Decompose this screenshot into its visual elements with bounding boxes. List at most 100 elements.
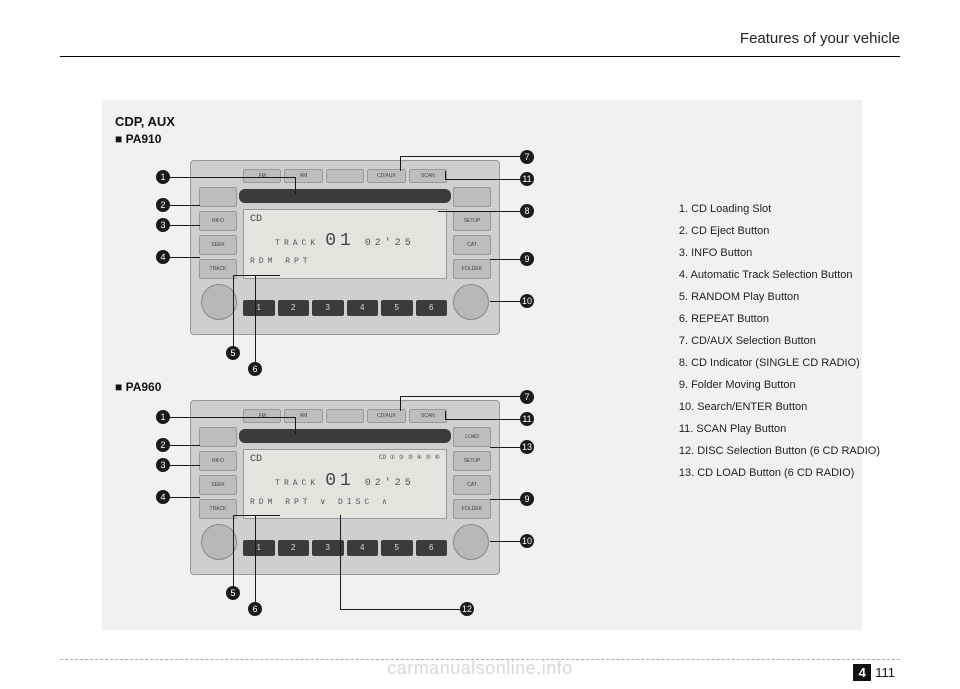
- track-button: TRACK: [199, 259, 237, 279]
- lead: [400, 396, 520, 397]
- callout-1b: 1: [156, 410, 170, 424]
- cat-button: CAT: [453, 475, 491, 495]
- legend-item-4: 4. Automatic Track Selection Button: [679, 264, 880, 286]
- fm-button: FM: [243, 409, 281, 423]
- legend-item-12: 12. DISC Selection Button (6 CD RADIO): [679, 440, 880, 462]
- legend-item-13: 13. CD LOAD Button (6 CD RADIO): [679, 462, 880, 484]
- lcd-mode: CD: [250, 454, 262, 465]
- cdaux-button: CD/AUX: [367, 409, 405, 423]
- preset-3: 3: [312, 540, 344, 556]
- eject-button: [199, 187, 237, 207]
- preset-1: 1: [243, 540, 275, 556]
- lead: [295, 177, 296, 194]
- callout-8: 8: [520, 204, 534, 218]
- lead: [400, 156, 520, 157]
- lead: [170, 225, 200, 226]
- lead: [233, 275, 234, 347]
- preset-6: 6: [416, 300, 448, 316]
- manual-page: Features of your vehicle CDP, AUX ■ PA91…: [0, 0, 960, 689]
- lcd-main-row: TRACK0102'25: [250, 471, 440, 491]
- power-volume-knob: [201, 524, 237, 560]
- lead: [255, 275, 256, 363]
- lead: [445, 171, 446, 179]
- callout-7b: 7: [520, 390, 534, 404]
- page-number: 4 111: [853, 664, 895, 681]
- page-header-title: Features of your vehicle: [740, 30, 900, 47]
- lead: [400, 156, 401, 171]
- preset-1: 1: [243, 300, 275, 316]
- right-blank-button: [453, 187, 491, 207]
- setup-button: SETUP: [453, 211, 491, 231]
- lcd-top-row: CD: [250, 214, 440, 225]
- lead: [445, 179, 521, 180]
- left-button-col: INFO SEEK TRACK: [199, 187, 237, 279]
- lead: [255, 515, 280, 516]
- callout-5b: 5: [226, 586, 240, 600]
- page-number-text: 111: [875, 665, 895, 680]
- watermark-text: carmanualsonline.info: [0, 658, 960, 679]
- callout-13: 13: [520, 440, 534, 454]
- legend-item-3: 3. INFO Button: [679, 242, 880, 264]
- eject-button: [199, 427, 237, 447]
- lead: [445, 419, 521, 420]
- header-rule: Features of your vehicle: [60, 30, 900, 57]
- top-button-row: FM AM CD/AUX SCAN: [243, 169, 447, 183]
- legend-item-11: 11. SCAN Play Button: [679, 418, 880, 440]
- seek-button: SEEK: [199, 475, 237, 495]
- lcd-bottom-row: RDM RPT ∨ DISC ∧: [250, 497, 440, 507]
- callout-6b: 6: [248, 602, 262, 616]
- lead: [490, 301, 520, 302]
- legend-item-6: 6. REPEAT Button: [679, 308, 880, 330]
- callout-3: 3: [156, 218, 170, 232]
- cat-button: CAT: [453, 235, 491, 255]
- enter-tune-knob: [453, 284, 489, 320]
- callout-11: 11: [520, 172, 534, 186]
- lcd-bottom-row: RDM RPT: [250, 257, 440, 266]
- lead: [438, 211, 520, 212]
- lead: [490, 259, 520, 260]
- preset-2: 2: [278, 300, 310, 316]
- right-button-col: SETUP CAT FOLDER: [453, 187, 491, 279]
- blank-button: [326, 409, 364, 423]
- legend-item-1: 1. CD Loading Slot: [679, 198, 880, 220]
- callout-1: 1: [156, 170, 170, 184]
- callout-9b: 9: [520, 492, 534, 506]
- lcd-track-label: TRACK: [275, 239, 319, 248]
- left-button-col: INFO SEEK TRACK: [199, 427, 237, 519]
- scan-button: SCAN: [409, 409, 447, 423]
- callout-6: 6: [248, 362, 262, 376]
- radio-unit-pa910: FM AM CD/AUX SCAN INFO SEEK TRACK SETUP …: [190, 160, 500, 335]
- lead: [340, 515, 341, 609]
- section-number: 4: [853, 664, 871, 681]
- lead: [490, 447, 520, 448]
- lead: [400, 396, 401, 411]
- lcd-cd-indicator-row: CD ① ② ③ ④ ⑤ ⑥: [379, 454, 440, 465]
- legend-item-2: 2. CD Eject Button: [679, 220, 880, 242]
- callout-4: 4: [156, 250, 170, 264]
- preset-4: 4: [347, 300, 379, 316]
- footer-rule: [60, 659, 900, 661]
- preset-6: 6: [416, 540, 448, 556]
- power-volume-knob: [201, 284, 237, 320]
- lead: [170, 205, 200, 206]
- model-label-pa910: ■ PA910: [115, 132, 161, 146]
- callout-9: 9: [520, 252, 534, 266]
- preset-row: 1 2 3 4 5 6: [243, 540, 447, 556]
- scan-button: SCAN: [409, 169, 447, 183]
- lead: [295, 417, 296, 434]
- preset-5: 5: [381, 300, 413, 316]
- callout-10: 10: [520, 294, 534, 308]
- lead: [490, 541, 520, 542]
- right-button-col: LOAD SETUP CAT FOLDER: [453, 427, 491, 519]
- lcd-time: 02'25: [365, 238, 415, 249]
- legend-item-7: 7. CD/AUX Selection Button: [679, 330, 880, 352]
- folder-button: FOLDER: [453, 259, 491, 279]
- fm-button: FM: [243, 169, 281, 183]
- info-button: INFO: [199, 451, 237, 471]
- lcd-track-label: TRACK: [275, 479, 319, 488]
- blank-button: [326, 169, 364, 183]
- preset-4: 4: [347, 540, 379, 556]
- lcd-main-row: TRACK0102'25: [250, 231, 440, 251]
- lead: [170, 465, 200, 466]
- load-button: LOAD: [453, 427, 491, 447]
